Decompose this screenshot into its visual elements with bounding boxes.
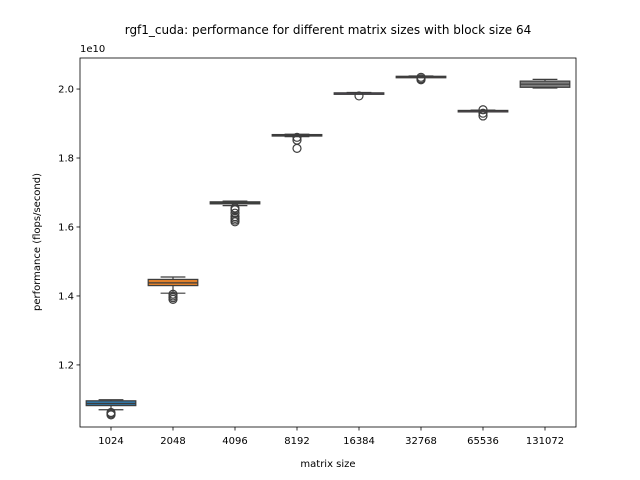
y-tick-label: 2.0 xyxy=(58,85,74,96)
outlier-point xyxy=(478,108,488,118)
x-tick-label: 1024 xyxy=(98,436,123,447)
x-tick-label: 2048 xyxy=(160,436,185,447)
y-tick-label: 1.2 xyxy=(58,360,74,371)
outlier-point xyxy=(230,212,240,222)
outlier-point xyxy=(478,105,488,115)
y-tick-label: 1.4 xyxy=(58,291,74,302)
x-axis-label: matrix size xyxy=(300,459,355,470)
plot-frame xyxy=(79,57,577,428)
x-tick-label: 65536 xyxy=(467,436,499,447)
y-offset-label: 1e10 xyxy=(80,44,105,55)
chart-title: rgf1_cuda: performance for different mat… xyxy=(125,23,532,37)
x-tick-label: 131072 xyxy=(526,436,564,447)
outlier-point xyxy=(292,143,302,153)
y-axis-label: performance (flops/second) xyxy=(32,173,43,311)
outlier-point xyxy=(230,203,240,213)
outlier-point xyxy=(478,111,488,121)
y-tick-label: 1.6 xyxy=(58,222,74,233)
x-tick-label: 32768 xyxy=(405,436,437,447)
outlier-point xyxy=(354,91,364,101)
x-tick-label: 4096 xyxy=(222,436,247,447)
outlier-point xyxy=(230,208,240,218)
plot-area: 1.2 1.4 1.6 1.8 2.0 1024 2048 4096 8192 16384 3276… xyxy=(58,72,571,447)
outlier-point xyxy=(416,72,426,82)
outlier-point xyxy=(168,289,178,299)
outlier-point xyxy=(292,132,302,142)
outlier-point xyxy=(292,135,302,145)
y-tick-label: 1.8 xyxy=(58,154,74,165)
outlier-point xyxy=(106,407,116,418)
x-tick-label: 16384 xyxy=(343,436,375,447)
x-tick-label: 8192 xyxy=(284,436,309,447)
